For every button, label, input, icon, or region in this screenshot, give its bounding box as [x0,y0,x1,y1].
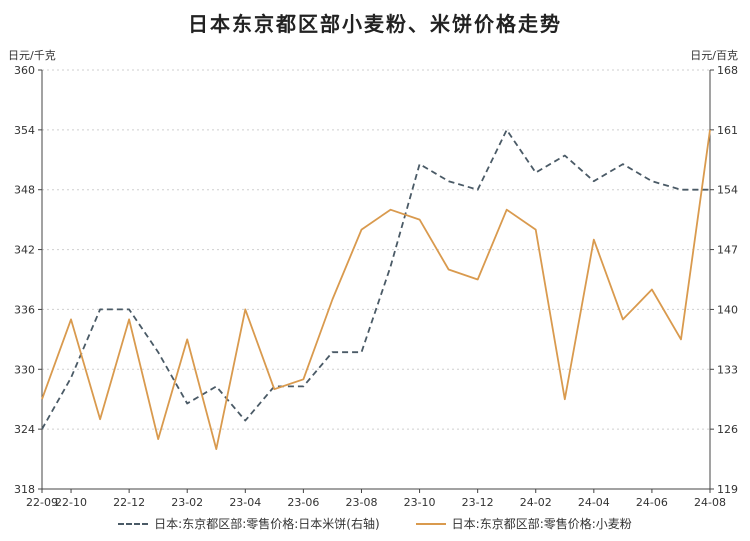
x-tick-label: 23-12 [462,496,494,509]
right-tick-label: 126 [717,423,738,436]
x-tick-label: 23-06 [287,496,319,509]
left-tick-label: 354 [14,124,35,137]
legend: 日本:东京都区部:零售价格:日本米饼(右轴) 日本:东京都区部:零售价格:小麦粉 [0,515,750,532]
legend-label-flour: 日本:东京都区部:零售价格:小麦粉 [451,517,632,531]
x-tick-label: 23-08 [345,496,377,509]
series-line-flour [41,129,711,451]
left-tick-label: 318 [14,483,35,496]
right-tick-label: 133 [717,363,738,376]
right-tick-label: 168 [717,64,738,77]
legend-item-flour: 日本:东京都区部:零售价格:小麦粉 [415,515,632,532]
legend-item-rice-cracker: 日本:东京都区部:零售价格:日本米饼(右轴) [118,515,380,532]
legend-swatch-solid [415,522,446,525]
legend-label-rice-cracker: 日本:东京都区部:零售价格:日本米饼(右轴) [154,517,380,531]
right-tick-label: 147 [717,244,738,257]
legend-swatch-dashed [118,522,149,525]
x-tick-label: 23-02 [171,496,203,509]
x-tick-label: 24-02 [520,496,552,509]
left-axis-unit: 日元/千克 [8,49,56,62]
left-tick-label: 324 [14,423,35,436]
right-tick-label: 154 [717,184,738,197]
x-tick-label: 22-09 [26,496,58,509]
x-tick-label: 22-10 [55,496,87,509]
series-line-rice-cracker [41,128,710,430]
right-tick-label: 119 [717,483,738,496]
x-tick-label: 24-04 [578,496,610,509]
chart-title: 日本东京都区部小麦粉、米饼价格走势 [188,12,562,36]
x-tick-label: 23-04 [229,496,261,509]
left-tick-label: 336 [14,303,35,316]
x-tick-label: 23-10 [404,496,436,509]
right-tick-label: 140 [717,303,738,316]
left-tick-label: 330 [14,363,35,376]
x-tick-label: 22-12 [113,496,145,509]
left-tick-label: 360 [14,64,35,77]
right-tick-label: 161 [717,124,738,137]
right-axis-unit: 日元/百克 [690,49,738,62]
x-tick-label: 24-08 [694,496,726,509]
left-tick-label: 342 [14,244,35,257]
x-tick-label: 24-06 [636,496,668,509]
left-tick-label: 348 [14,184,35,197]
